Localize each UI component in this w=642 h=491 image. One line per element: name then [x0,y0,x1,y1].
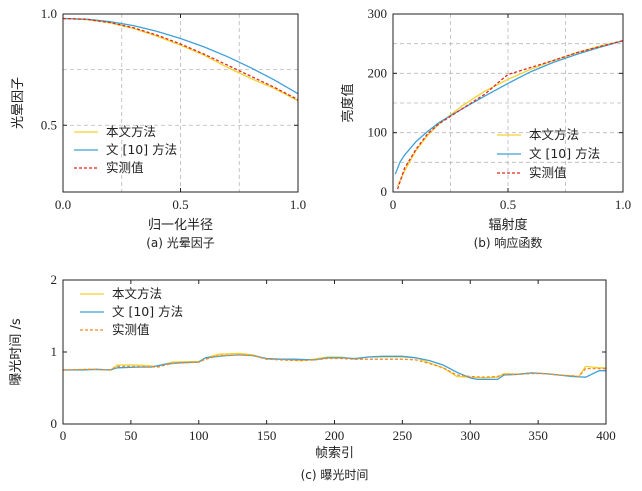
y-tick-label: 300 [368,6,388,21]
x-tick-label: 200 [325,428,345,443]
y-tick-label: 100 [368,125,388,140]
series-line-a-1 [62,17,299,95]
x-tick-label: 300 [461,428,481,443]
x-axis-label: 辐射度 [488,217,527,233]
x-tick-label: 0 [60,428,67,443]
y-tick-label: 1 [51,344,58,359]
chart-c: 0 50 100 150 200 250 300 350 400 0 1 2 帧索引 曝光时间 /s (c)… [9,272,616,482]
series-line-b-0 [397,40,624,187]
x-tick-label: 0 [390,197,397,212]
x-tick-label: 250 [393,428,413,443]
legend-label: 本文方法 [529,127,579,142]
legend-label: 本文方法 [106,124,156,139]
plot-frame [62,279,607,425]
plot-frame [62,13,299,193]
x-tick-label: 1.0 [615,197,631,212]
x-tick-label: 100 [189,428,209,443]
legend-label: 文 [10] 方法 [112,304,183,319]
legend-label: 实测值 [106,160,144,175]
series-line-c-2 [62,354,606,378]
y-tick-label: 2 [51,272,58,287]
y-axis-label: 亮度值 [340,83,356,122]
chart-caption: (a) 光晕因子 [146,236,215,250]
y-tick-label: 1.0 [41,6,57,21]
x-tick-label: 1.0 [290,197,306,212]
chart-caption: (b) 响应函数 [474,235,543,250]
y-axis-label: 曝光时间 /s [9,318,24,386]
x-tick-label: 0.5 [500,197,516,212]
y-tick-label: 200 [368,65,388,80]
legend-label: 文 [10] 方法 [106,142,177,157]
x-axis-label: 归一化半径 [148,218,213,233]
chart-caption: (c) 曝光时间 [301,468,369,482]
y-tick-label: 0.5 [41,117,57,132]
series-line-b-2 [396,40,624,190]
legend-label: 文 [10] 方法 [529,146,600,161]
x-tick-label: 0.0 [55,197,71,212]
legend-label: 实测值 [112,322,150,337]
y-axis-label: 光晕因子 [11,77,26,129]
series-line-c-1 [63,354,606,381]
series-line-a-0 [62,17,299,102]
x-tick-label: 150 [257,428,277,443]
series-line-b-1 [394,40,624,175]
x-axis-label: 帧索引 [315,446,354,461]
legend-label: 实测值 [529,165,567,180]
y-tick-label: 0 [51,416,58,431]
legend-label: 本文方法 [112,286,162,301]
x-tick-label: 0.5 [172,197,188,212]
series-line-a-2 [62,17,299,101]
x-tick-label: 350 [528,428,548,443]
x-tick-label: 50 [124,428,137,443]
x-tick-label: 400 [596,428,616,443]
y-tick-label: 0 [381,184,388,199]
